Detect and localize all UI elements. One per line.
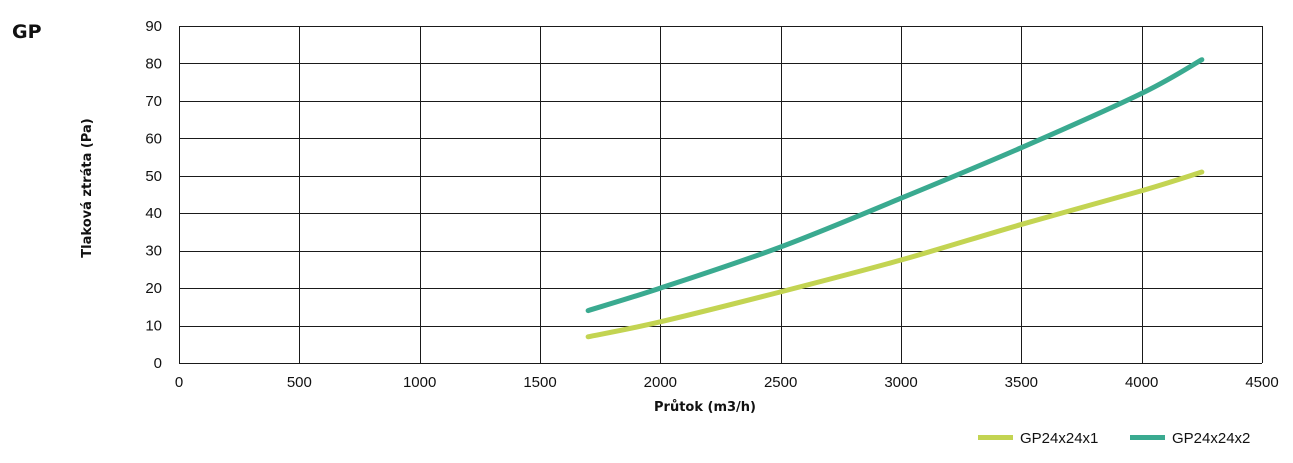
chart-title: GP	[12, 21, 42, 43]
grid	[179, 26, 1263, 364]
y-tick-label: 70	[145, 93, 162, 110]
y-axis-title: Tlaková ztráta (Pa)	[80, 118, 95, 257]
x-tick-label: 2000	[644, 374, 677, 391]
series-line-0	[585, 169, 1205, 340]
y-axis-ticks: 0 10 20 30 40 50 60 70 80 90	[145, 18, 162, 372]
x-axis-ticks: 0 500 1000 1500 2000 2500 3000 3500 4000 4500	[175, 374, 1279, 391]
legend: GP24x24x1 GP24x24x2	[978, 430, 1250, 447]
legend-label-1: GP24x24x2	[1172, 430, 1250, 447]
legend-label-0: GP24x24x1	[1020, 430, 1098, 447]
y-tick-label: 90	[145, 18, 162, 35]
y-tick-label: 50	[145, 168, 162, 185]
series-lines	[585, 57, 1205, 340]
x-tick-label: 1000	[403, 374, 436, 391]
x-tick-label: 4500	[1245, 374, 1278, 391]
y-tick-label: 60	[145, 130, 162, 147]
x-axis-title: Průtok (m3/h)	[654, 400, 756, 415]
x-tick-label: 500	[287, 374, 312, 391]
x-tick-label: 3000	[884, 374, 917, 391]
x-tick-label: 4000	[1125, 374, 1158, 391]
x-tick-label: 2500	[764, 374, 797, 391]
series-line-1	[585, 57, 1205, 314]
x-tick-label: 1500	[523, 374, 556, 391]
y-tick-label: 80	[145, 55, 162, 72]
x-tick-label: 3500	[1005, 374, 1038, 391]
y-tick-label: 0	[154, 355, 162, 372]
y-tick-label: 30	[145, 243, 162, 260]
y-tick-label: 40	[145, 205, 162, 222]
x-tick-label: 0	[175, 374, 183, 391]
y-tick-label: 10	[145, 318, 162, 335]
y-tick-label: 20	[145, 280, 162, 297]
